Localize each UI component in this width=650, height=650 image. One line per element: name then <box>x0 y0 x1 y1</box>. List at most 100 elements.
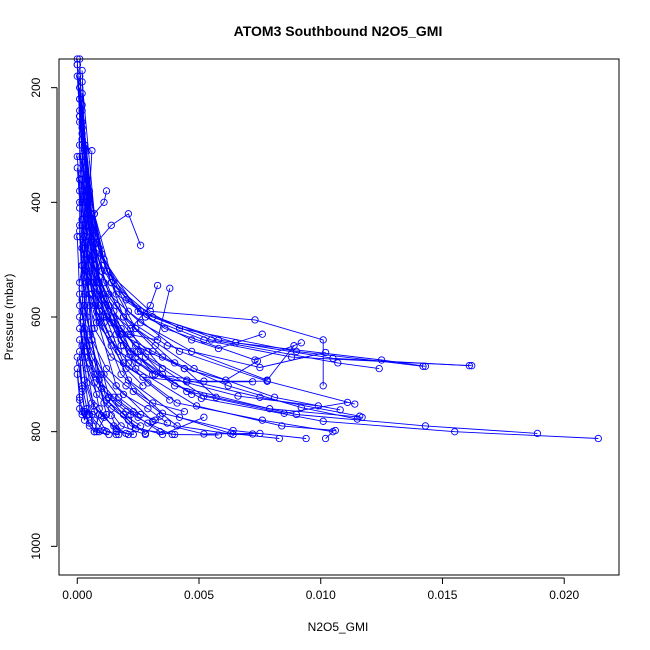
data-point <box>212 393 220 401</box>
data-point <box>175 413 184 421</box>
series-line-60 <box>81 248 144 387</box>
data-point <box>144 379 152 387</box>
series-line-61 <box>91 259 192 395</box>
data-point <box>161 324 169 333</box>
data-point <box>95 428 103 436</box>
data-point <box>83 313 91 321</box>
data-point <box>83 364 91 373</box>
x-tick-label: 0.005 <box>184 588 214 602</box>
data-point <box>107 353 115 361</box>
data-point <box>129 387 137 396</box>
data-point <box>112 382 120 390</box>
data-point <box>265 405 274 413</box>
data-point <box>93 390 101 399</box>
data-point <box>319 417 327 425</box>
chart-title: ATOM3 Southbound N2O5_GMI <box>234 23 443 39</box>
series-line-66 <box>79 179 110 335</box>
y-tick-label: 800 <box>29 421 43 441</box>
data-point <box>251 316 259 324</box>
plot-area <box>73 55 602 443</box>
x-tick-label: 0.000 <box>62 588 92 602</box>
data-point <box>353 415 361 423</box>
data-point <box>375 364 383 373</box>
data-point <box>76 396 84 404</box>
data-point <box>163 419 171 427</box>
data-point <box>124 210 133 218</box>
series-line-21 <box>84 162 336 431</box>
data-point <box>90 428 98 436</box>
data-point <box>78 187 86 195</box>
x-axis-label: N2O5_GMI <box>308 620 369 634</box>
y-tick-label: 600 <box>29 307 43 327</box>
data-point <box>175 347 184 356</box>
data-point <box>73 370 81 378</box>
data-point <box>117 370 125 378</box>
series-line-43 <box>81 299 185 413</box>
data-point <box>533 429 542 438</box>
data-point <box>73 152 81 161</box>
series-line-64 <box>76 156 90 306</box>
data-point <box>107 342 115 350</box>
data-point <box>166 284 174 292</box>
series-line-13 <box>81 127 358 420</box>
data-point <box>124 430 133 439</box>
data-point <box>149 399 157 407</box>
data-point <box>377 356 386 364</box>
data-point <box>76 95 84 103</box>
series-line-33 <box>81 248 253 383</box>
data-point <box>76 112 84 120</box>
data-point <box>107 319 115 327</box>
series-line-9 <box>81 81 302 361</box>
data-point <box>263 377 271 385</box>
data-point <box>158 364 167 373</box>
data-point <box>207 336 215 344</box>
data-point <box>102 187 111 195</box>
data-point <box>302 434 310 443</box>
data-point <box>100 426 108 435</box>
data-point <box>465 362 473 370</box>
data-point <box>192 402 201 410</box>
data-point <box>188 390 196 399</box>
data-point <box>214 431 223 439</box>
series-line-44 <box>79 305 168 424</box>
data-point <box>229 430 237 439</box>
data-point <box>144 347 152 356</box>
data-point <box>88 147 96 155</box>
data-point <box>80 407 89 416</box>
data-point <box>132 353 140 361</box>
data-point <box>80 290 89 298</box>
data-point <box>290 342 298 350</box>
data-point <box>80 330 89 338</box>
data-point <box>107 278 115 287</box>
data-point <box>149 370 157 378</box>
y-tick-label: 1000 <box>29 533 43 560</box>
data-point <box>119 390 128 399</box>
data-point <box>76 187 84 195</box>
data-point <box>110 393 118 401</box>
data-point <box>343 398 352 407</box>
data-point <box>319 336 327 344</box>
data-point <box>278 422 286 430</box>
series-line-36 <box>81 265 171 341</box>
data-point <box>234 392 242 400</box>
data-point <box>258 330 266 338</box>
data-point <box>78 261 86 270</box>
data-point <box>90 379 98 387</box>
data-point <box>107 221 115 229</box>
series-line-12 <box>81 110 355 405</box>
data-point <box>90 210 98 218</box>
data-point <box>256 363 264 372</box>
series-line-58 <box>88 225 175 364</box>
data-point <box>88 410 96 419</box>
data-point <box>122 407 130 416</box>
data-point <box>80 198 89 206</box>
data-point <box>141 429 150 438</box>
data-point <box>117 330 125 338</box>
data-point <box>146 307 154 315</box>
series-line-18 <box>81 133 538 434</box>
data-point <box>158 370 167 378</box>
data-point <box>248 430 257 438</box>
series-line-34 <box>86 253 258 381</box>
data-point <box>134 413 142 421</box>
y-tick-label: 400 <box>29 192 43 212</box>
